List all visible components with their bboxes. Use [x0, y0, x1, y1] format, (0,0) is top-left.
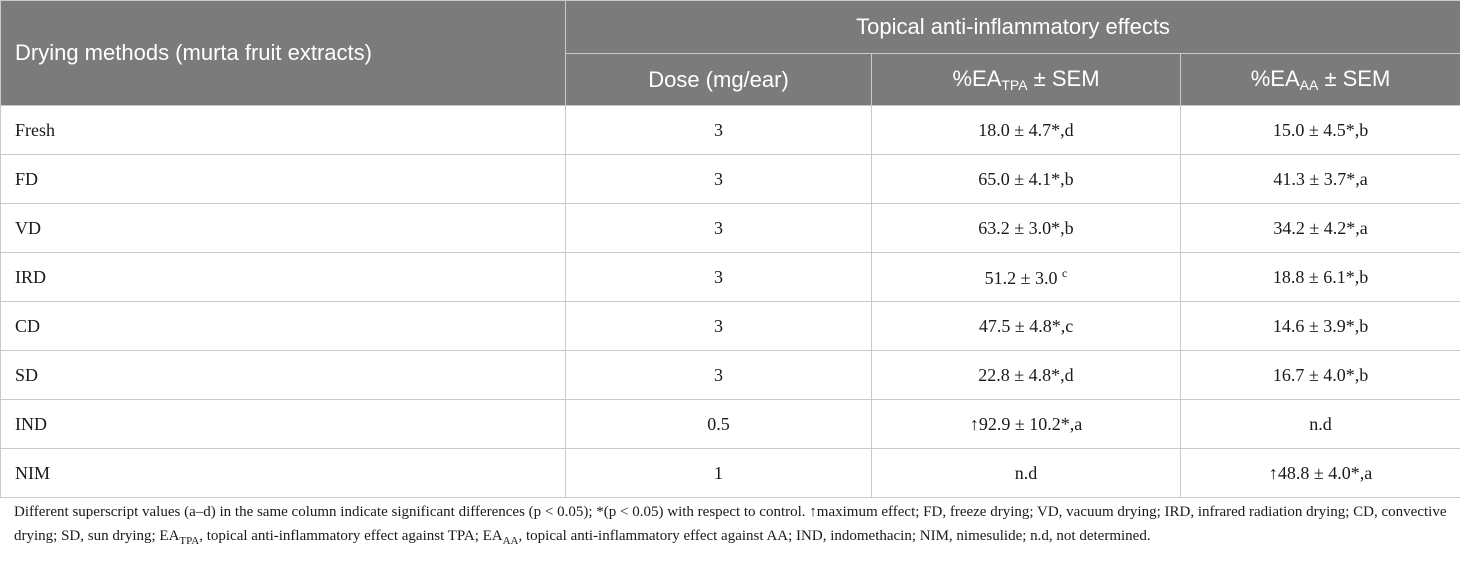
table-row: FD 3 65.0 ± 4.1*,b 41.3 ± 3.7*,a — [0, 154, 1460, 204]
method-cell: IND — [0, 399, 566, 449]
method-cell: FD — [0, 154, 566, 204]
ea-tpa-suffix: ± SEM — [1027, 66, 1100, 91]
footnote-text-2: , topical anti-inflammatory effect again… — [199, 528, 503, 544]
tpa-cell: ↑92.9 ± 10.2*,a — [871, 399, 1181, 449]
method-cell: IRD — [0, 252, 566, 302]
tpa-value: 51.2 ± 3.0 — [984, 267, 1058, 288]
dose-cell: 3 — [565, 301, 872, 351]
ea-tpa-header: %EATPA ± SEM — [871, 53, 1181, 106]
table-footnote: Different superscript values (a–d) in th… — [14, 500, 1454, 553]
ea-aa-subscript: AA — [1299, 77, 1319, 93]
footnote-sub-aa: AA — [502, 535, 519, 547]
method-cell: NIM — [0, 448, 566, 498]
table-row: SD 3 22.8 ± 4.8*,d 16.7 ± 4.0*,b — [0, 350, 1460, 400]
ea-tpa-subscript: TPA — [1001, 77, 1028, 93]
aa-cell: 15.0 ± 4.5*,b — [1179, 105, 1460, 155]
aa-cell: 14.6 ± 3.9*,b — [1179, 301, 1460, 351]
ea-aa-prefix: %EA — [1250, 66, 1300, 91]
tpa-cell: 63.2 ± 3.0*,b — [871, 203, 1181, 253]
method-cell: CD — [0, 301, 566, 351]
footnote-sub-tpa: TPA — [179, 535, 200, 547]
aa-cell: n.d — [1179, 399, 1460, 449]
table-row: CD 3 47.5 ± 4.8*,c 14.6 ± 3.9*,b — [0, 301, 1460, 351]
aa-cell: ↑48.8 ± 4.0*,a — [1179, 448, 1460, 498]
dose-cell: 0.5 — [565, 399, 872, 449]
tpa-cell: 18.0 ± 4.7*,d — [871, 105, 1181, 155]
dose-header: Dose (mg/ear) — [565, 53, 872, 106]
aa-cell: 34.2 ± 4.2*,a — [1179, 203, 1460, 253]
aa-cell: 41.3 ± 3.7*,a — [1179, 154, 1460, 204]
results-table: Drying methods (murta fruit extracts) To… — [0, 0, 1460, 498]
aa-cell: 16.7 ± 4.0*,b — [1179, 350, 1460, 400]
table-row: IND 0.5 ↑92.9 ± 10.2*,a n.d — [0, 399, 1460, 449]
method-cell: SD — [0, 350, 566, 400]
dose-cell: 3 — [565, 252, 872, 302]
table-body: Fresh 3 18.0 ± 4.7*,d 15.0 ± 4.5*,b FD 3… — [0, 105, 1460, 498]
table-row: VD 3 63.2 ± 3.0*,b 34.2 ± 4.2*,a — [0, 203, 1460, 253]
aa-cell: 18.8 ± 6.1*,b — [1179, 252, 1460, 302]
dose-cell: 3 — [565, 154, 872, 204]
footnote-text-3: , topical anti-inflammatory effect again… — [518, 528, 1151, 544]
tpa-cell: 22.8 ± 4.8*,d — [871, 350, 1181, 400]
group-header: Topical anti-inflammatory effects — [564, 0, 1460, 54]
footnote-text-1: Different superscript values (a–d) in th… — [14, 504, 1447, 544]
tpa-cell: n.d — [871, 448, 1181, 498]
method-cell: VD — [0, 203, 566, 253]
table-header: Drying methods (murta fruit extracts) To… — [0, 0, 1460, 106]
drying-methods-header: Drying methods (murta fruit extracts) — [0, 0, 566, 106]
dose-cell: 1 — [565, 448, 872, 498]
tpa-cell: 65.0 ± 4.1*,b — [871, 154, 1181, 204]
tpa-superscript: c — [1062, 265, 1068, 280]
dose-cell: 3 — [565, 105, 872, 155]
tpa-cell: 47.5 ± 4.8*,c — [871, 301, 1181, 351]
ea-aa-header: %EAAA ± SEM — [1179, 53, 1460, 106]
table-row: Fresh 3 18.0 ± 4.7*,d 15.0 ± 4.5*,b — [0, 105, 1460, 155]
tpa-cell: 51.2 ± 3.0 c — [871, 252, 1181, 302]
table-row: NIM 1 n.d ↑48.8 ± 4.0*,a — [0, 448, 1460, 498]
ea-tpa-prefix: %EA — [952, 66, 1002, 91]
dose-cell: 3 — [565, 203, 872, 253]
table-row: IRD 3 51.2 ± 3.0 c 18.8 ± 6.1*,b — [0, 252, 1460, 302]
method-cell: Fresh — [0, 105, 566, 155]
ea-aa-suffix: ± SEM — [1318, 66, 1391, 91]
dose-cell: 3 — [565, 350, 872, 400]
